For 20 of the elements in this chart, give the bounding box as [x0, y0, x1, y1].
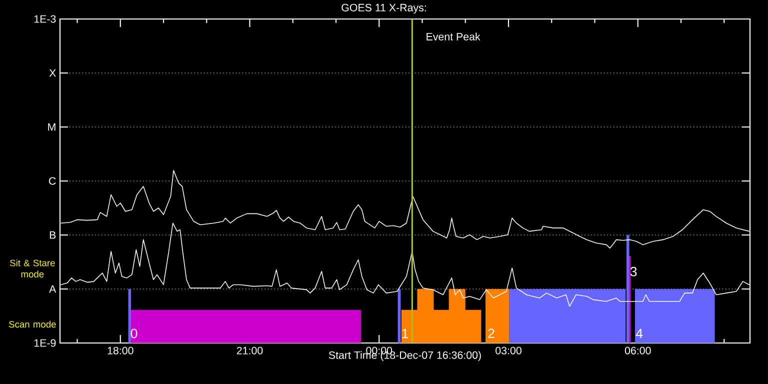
chart-title: GOES 11 X-Rays: [342, 4, 426, 14]
y-tick-label: X [49, 69, 56, 77]
text: Scan mode [8, 320, 56, 328]
x-tick-label: 18:00 [108, 346, 134, 354]
y-tick-label: C [49, 177, 56, 185]
annotation: 0 [130, 328, 138, 338]
x-tick-label: 03:00 [496, 346, 522, 354]
x-tick-label: 21:00 [236, 346, 263, 354]
y-tick-label: A [49, 285, 56, 293]
annotation: 2 [488, 328, 494, 338]
y-tick-label: B [50, 231, 56, 239]
annotation: 1 [402, 328, 408, 338]
annotation: 3 [630, 266, 637, 276]
y-tick-label: M [48, 123, 56, 131]
y-tick-label: 1E-9 [34, 339, 56, 347]
text: Sit & Stare mode [10, 259, 55, 278]
annotation: 4 [636, 328, 643, 338]
y-tick-label: 1E-3 [34, 15, 56, 23]
ref-line-label: Event Peak [426, 32, 480, 40]
x-tick-label: 06:00 [624, 346, 651, 354]
